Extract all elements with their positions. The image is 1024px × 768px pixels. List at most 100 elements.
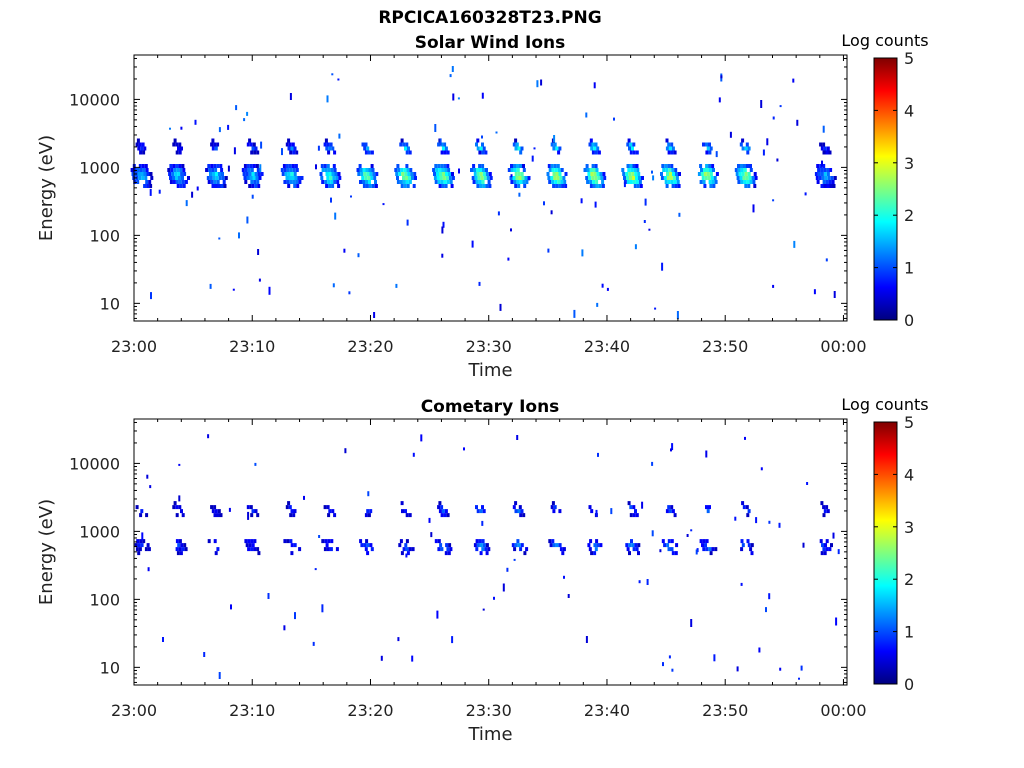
spectrogram-cell bbox=[742, 505, 746, 510]
spectrogram-cell bbox=[246, 164, 250, 168]
spectrogram-cell bbox=[250, 513, 254, 518]
spectrogram-cell bbox=[712, 168, 715, 172]
spectrogram-cell bbox=[828, 180, 832, 184]
spectrogram-cell bbox=[183, 543, 187, 548]
spectrogram-cell bbox=[257, 551, 261, 556]
spectrogram-cell bbox=[177, 172, 181, 176]
spectrogram-cell bbox=[740, 539, 744, 544]
spectrogram-cell bbox=[472, 164, 476, 168]
spectrogram-cell bbox=[176, 168, 180, 172]
spectrogram-cell bbox=[293, 146, 297, 151]
spectrogram-cell bbox=[180, 543, 184, 548]
spectrogram-cell bbox=[818, 176, 822, 180]
spectrogram-cell bbox=[517, 543, 521, 548]
noise-cell bbox=[547, 248, 550, 253]
spectrogram-cell bbox=[594, 164, 598, 168]
spectrogram-cell bbox=[408, 547, 412, 552]
noise-cell bbox=[720, 75, 723, 79]
spectrogram-cell bbox=[552, 509, 556, 514]
spectrogram-cell bbox=[140, 509, 144, 514]
noise-cell bbox=[613, 117, 615, 121]
spectrogram-cell bbox=[321, 180, 325, 184]
spectrogram-cell bbox=[172, 180, 176, 184]
spectrogram-cell bbox=[175, 505, 179, 510]
spectrogram-cell bbox=[741, 172, 745, 176]
spectrogram-cell bbox=[514, 172, 518, 176]
noise-cell bbox=[678, 212, 681, 217]
spectrogram-cell bbox=[601, 180, 605, 184]
spectrogram-cell bbox=[440, 164, 444, 168]
noise-cell bbox=[357, 253, 360, 258]
spectrogram-cell bbox=[364, 150, 368, 155]
spectrogram-cell bbox=[560, 180, 564, 184]
colorbar-top: 0 1 2 3 4 5 bbox=[873, 49, 914, 330]
noise-cell bbox=[772, 199, 775, 202]
spectrogram-cell bbox=[146, 543, 150, 548]
spectrogram-cell bbox=[814, 172, 818, 176]
spectrogram-cell bbox=[822, 505, 826, 510]
spectrogram-cell bbox=[331, 172, 335, 176]
solar-wind-panel: 23:00 23:10 23:20 23:30 23:40 23:50 00:00 10 100… bbox=[36, 54, 867, 381]
spectrogram-cell bbox=[175, 150, 179, 155]
spectrogram-cell bbox=[820, 551, 824, 556]
spectrogram-cell bbox=[635, 513, 639, 518]
noise-cell bbox=[758, 647, 761, 653]
spectrogram-cell bbox=[557, 180, 561, 184]
spectrogram-cell bbox=[364, 176, 368, 180]
spectrogram-cell bbox=[554, 180, 558, 184]
spectrogram-cell bbox=[481, 505, 484, 510]
spectrogram-cell bbox=[481, 180, 485, 184]
spectrogram-cell bbox=[216, 180, 220, 184]
spectrogram-cell bbox=[325, 146, 329, 151]
spectrogram-cell bbox=[479, 146, 483, 151]
spectrogram-cell bbox=[590, 146, 594, 151]
spectrogram-cell bbox=[175, 547, 179, 552]
spectrogram-cell bbox=[324, 168, 328, 172]
spectrogram-cell bbox=[589, 168, 593, 172]
spectrogram-cell bbox=[488, 184, 492, 188]
colorbar-tick-label: 3 bbox=[904, 154, 914, 173]
spectrogram-cell bbox=[665, 168, 669, 172]
spectrogram-cell bbox=[476, 543, 480, 548]
spectrogram-cell bbox=[181, 547, 185, 552]
spectrogram-cell bbox=[594, 142, 598, 147]
spectrogram-cell bbox=[408, 513, 412, 518]
spectrogram-cell bbox=[478, 164, 482, 168]
x-axis-label: Time bbox=[467, 724, 512, 745]
spectrogram-cell bbox=[563, 180, 567, 184]
spectrogram-cell bbox=[145, 168, 149, 172]
spectrogram-cell bbox=[743, 180, 747, 184]
spectrogram-cell bbox=[677, 184, 681, 188]
spectrogram-cell bbox=[555, 146, 559, 151]
spectrogram-cell bbox=[136, 539, 140, 544]
spectrogram-cell bbox=[823, 172, 827, 176]
noise-cell bbox=[772, 284, 775, 288]
spectrogram-cell bbox=[243, 176, 247, 180]
spectrogram-cell bbox=[825, 150, 829, 155]
spectrogram-cell bbox=[700, 168, 703, 172]
spectrogram-cell bbox=[248, 543, 252, 548]
spectrogram-cell bbox=[586, 168, 590, 172]
spectrogram-cell bbox=[283, 539, 287, 544]
spectrogram-cell bbox=[287, 184, 291, 188]
noise-cell bbox=[344, 448, 347, 454]
spectrogram-cell bbox=[320, 176, 324, 180]
noise-cell bbox=[481, 92, 484, 99]
spectrogram-cell bbox=[672, 172, 675, 176]
spectrogram-cell bbox=[288, 176, 292, 180]
spectrogram-cell bbox=[437, 142, 441, 147]
spectrogram-cell bbox=[294, 164, 298, 168]
spectrogram-cell bbox=[553, 164, 557, 168]
spectrogram-cell bbox=[286, 539, 290, 544]
spectrogram-cell bbox=[663, 176, 667, 180]
spectrogram-cell bbox=[175, 176, 178, 180]
spectrogram-cell bbox=[323, 142, 327, 147]
spectrogram-cell bbox=[710, 176, 714, 180]
spectrogram-cell bbox=[366, 172, 370, 176]
noise-cell bbox=[180, 126, 183, 130]
spectrogram-cell bbox=[253, 180, 257, 184]
noise-cell bbox=[744, 436, 746, 440]
noise-cell bbox=[326, 95, 329, 103]
noise-cell bbox=[510, 228, 512, 232]
spectrogram-cell bbox=[674, 551, 678, 556]
